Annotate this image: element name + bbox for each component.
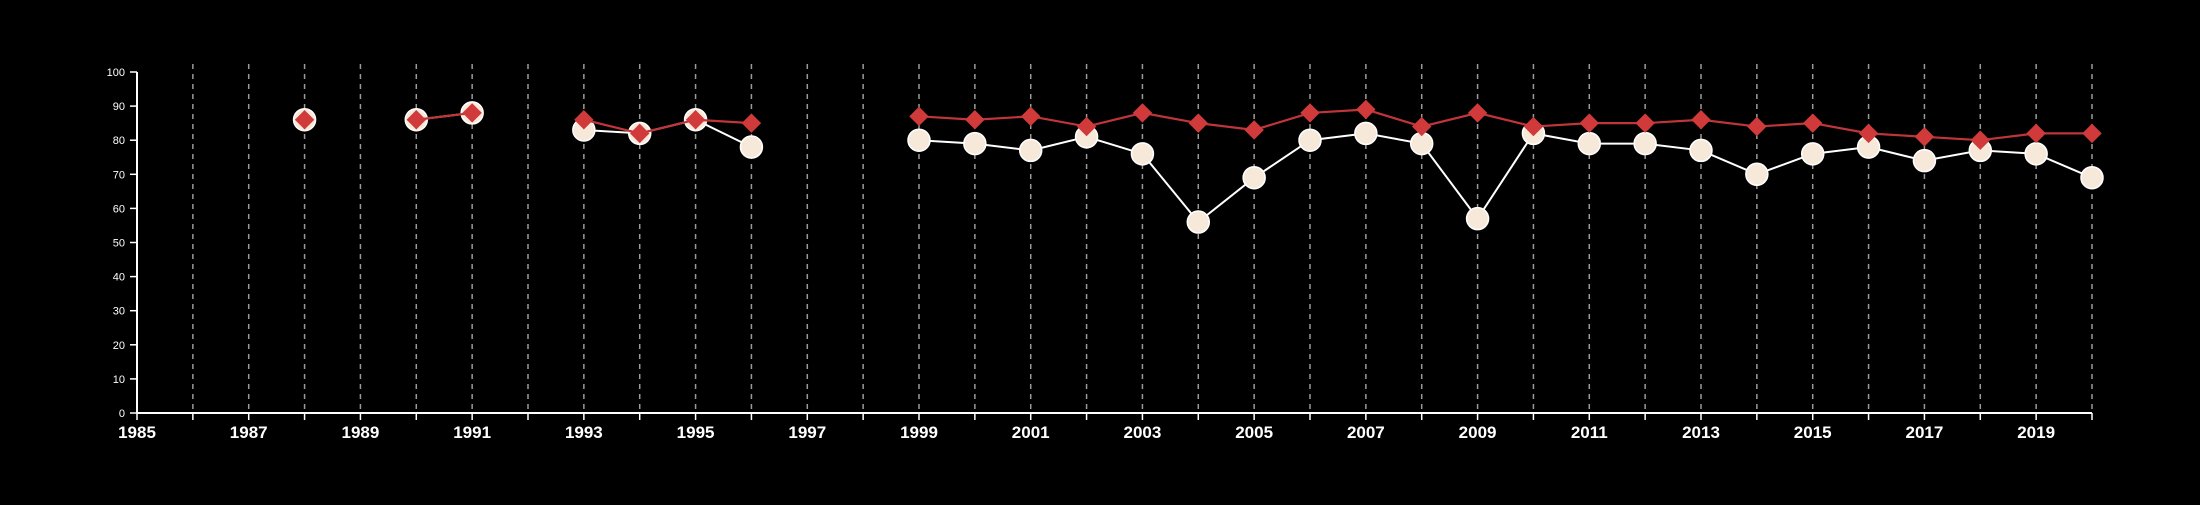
x-tick-label: 2009 [1459, 423, 1497, 442]
point-circle-2013 [1689, 138, 1713, 163]
point-diamond-2003 [1132, 103, 1153, 123]
y-tick-label: 70 [113, 169, 125, 181]
point-circle-2020 [2080, 165, 2104, 190]
point-circle-2001 [1018, 138, 1043, 163]
point-diamond-2005 [1244, 120, 1264, 140]
point-diamond-2000 [965, 110, 985, 130]
point-diamond-2004 [1188, 113, 1208, 133]
point-diamond-2009 [1467, 103, 1488, 123]
y-tick-label: 20 [113, 340, 125, 352]
point-diamond-2015 [1803, 113, 1823, 133]
point-diamond-2006 [1300, 103, 1320, 123]
point-diamond-2018 [1970, 130, 1990, 150]
point-circle-2005 [1242, 165, 1266, 190]
series-diamond [294, 99, 2102, 150]
point-circle-2019 [2024, 142, 2048, 166]
point-diamond-2011 [1579, 113, 1599, 133]
x-tick-label: 2001 [1012, 423, 1050, 442]
y-tick-label: 60 [113, 203, 125, 215]
point-circle-2012 [1633, 131, 1657, 156]
x-tick-label: 2017 [1906, 423, 1944, 442]
point-circle-2017 [1912, 148, 1937, 173]
point-diamond-2010 [1523, 116, 1544, 137]
point-circle-2014 [1745, 162, 1769, 187]
point-circle-1996 [739, 135, 764, 159]
series-diamond-line [416, 111, 473, 121]
y-tick-label: 30 [113, 306, 125, 318]
x-tick-label: 2005 [1235, 423, 1273, 442]
point-diamond-2019 [2026, 123, 2046, 144]
point-circle-1999 [907, 128, 931, 152]
y-tick-label: 90 [113, 101, 125, 113]
point-diamond-2020 [2082, 123, 2102, 144]
x-tick-label: 1989 [342, 423, 380, 442]
point-diamond-2013 [1691, 110, 1711, 130]
x-tick-label: 1997 [788, 423, 826, 442]
point-diamond-2016 [1858, 123, 1879, 144]
x-tick-label: 2019 [2017, 423, 2055, 442]
series-diamond-line [918, 108, 2092, 142]
x-tick-label: 1995 [677, 423, 715, 442]
x-tick-label: 2003 [1124, 423, 1162, 442]
point-diamond-2014 [1747, 116, 1767, 137]
point-diamond-2012 [1635, 113, 1655, 133]
point-diamond-2007 [1356, 99, 1376, 120]
point-circle-2009 [1465, 206, 1490, 231]
y-tick-label: 0 [119, 408, 125, 420]
axis-layer: 0 10 20 30 40 50 60 70 80 90 100 1985 1987 1989 1991 19… [107, 67, 2093, 442]
x-tick-label: 2013 [1682, 423, 1720, 442]
point-diamond-1996 [741, 113, 762, 133]
point-circle-2011 [1577, 131, 1602, 156]
point-diamond-1993 [574, 110, 594, 130]
point-circle-2004 [1186, 210, 1211, 234]
y-tick-label: 100 [107, 67, 125, 79]
point-diamond-2001 [1021, 106, 1041, 127]
point-diamond-2002 [1076, 116, 1097, 137]
point-diamond-1988 [294, 110, 315, 130]
x-tick-label: 2007 [1347, 423, 1385, 442]
x-tick-label: 1993 [565, 423, 603, 442]
series-diamond-line [583, 118, 752, 135]
x-tick-label: 2015 [1794, 423, 1832, 442]
x-tick-label: 2011 [1571, 423, 1608, 442]
x-tick-label: 1987 [230, 423, 268, 442]
series-layer [292, 99, 2104, 234]
point-diamond-1990 [406, 110, 426, 130]
point-diamond-1994 [630, 123, 650, 144]
point-circle-2000 [963, 131, 987, 156]
y-tick-label: 80 [113, 135, 125, 147]
point-diamond-1995 [685, 110, 706, 130]
y-tick-label: 40 [113, 272, 125, 284]
series-circle-line [583, 118, 752, 148]
point-circle-2003 [1130, 142, 1155, 166]
grid-layer [192, 64, 2093, 413]
x-tick-label: 1985 [118, 423, 156, 442]
point-diamond-1991 [462, 103, 482, 123]
x-tick-label: 1999 [900, 423, 938, 442]
point-diamond-2008 [1412, 116, 1432, 137]
series-circle-line [918, 132, 2093, 224]
y-tick-label: 50 [113, 238, 125, 250]
y-tick-label: 10 [113, 374, 125, 386]
x-tick-label: 1991 [453, 423, 491, 442]
point-circle-2015 [1800, 142, 1825, 166]
point-diamond-2017 [1914, 127, 1935, 147]
point-diamond-1999 [909, 106, 929, 127]
point-circle-2007 [1354, 121, 1378, 146]
point-circle-2006 [1298, 128, 1322, 152]
